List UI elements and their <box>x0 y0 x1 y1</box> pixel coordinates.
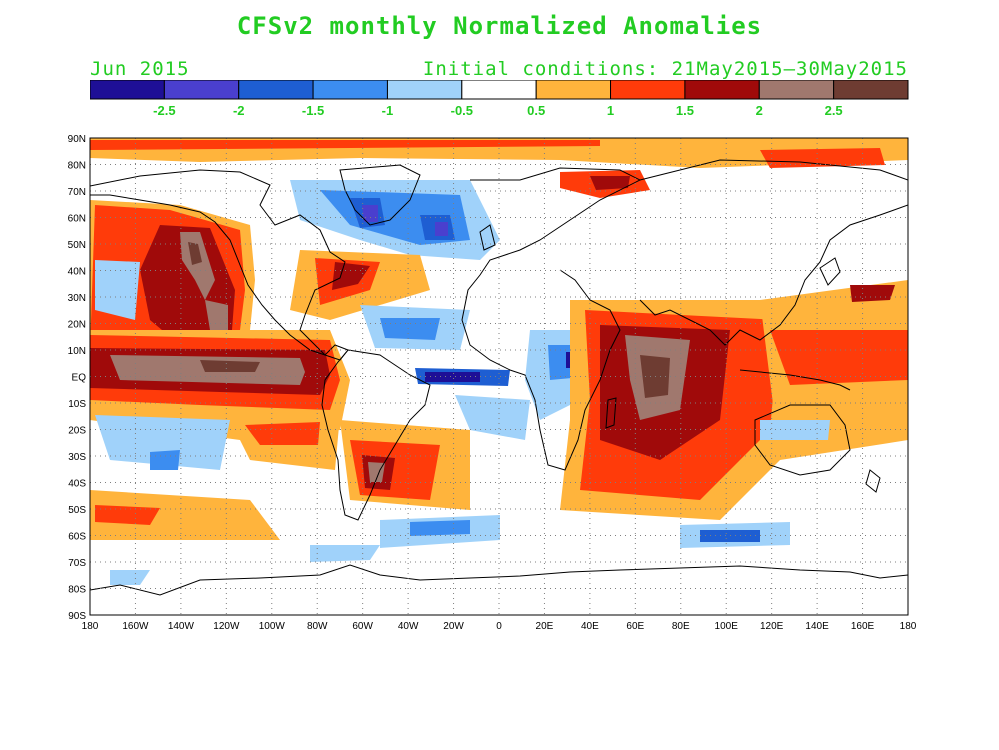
longitude-label: 40W <box>398 621 419 632</box>
longitude-label: 80E <box>672 621 690 632</box>
indonesia-coast <box>739 369 851 391</box>
colorbar-label: 2.5 <box>825 103 843 118</box>
latitude-label: 40S <box>68 479 86 490</box>
ne-pacific-brown-2 <box>205 300 228 335</box>
longitude-label: 140E <box>805 621 829 632</box>
europe-africa-coast <box>461 167 642 471</box>
s-pacific-cool-2 <box>110 570 150 585</box>
colorbar-label: 0.5 <box>527 103 545 118</box>
arctic-red-strip <box>90 140 600 150</box>
latitude-label: 40N <box>68 267 86 278</box>
latitude-label: 20N <box>68 320 86 331</box>
colorbar-label: -2.5 <box>153 103 175 118</box>
n-pacific-cool <box>95 260 140 320</box>
w-pacific-darkred <box>850 285 895 302</box>
s-pacific-orange-2 <box>95 505 160 525</box>
longitude-label: 180 <box>82 621 99 632</box>
latitude-label: 60N <box>68 214 86 225</box>
s-pacific-cool <box>95 415 230 470</box>
longitude-label: 60E <box>626 621 644 632</box>
colorbar-label: 2 <box>756 103 763 118</box>
colorbar-labels: -2.5 -2 -1.5 -1 -0.5 0.5 1 1.5 2 2.5 <box>153 103 843 118</box>
madagascar-coast <box>605 397 617 429</box>
longitude-label: 40E <box>581 621 599 632</box>
anomaly-field <box>90 138 908 585</box>
barents-darkred <box>590 176 630 190</box>
latitude-label: 90N <box>68 134 86 145</box>
south-america-coast <box>321 349 431 521</box>
asia-coast <box>639 159 908 346</box>
latitude-label: 30S <box>68 452 86 463</box>
latitude-label: 80N <box>68 161 86 172</box>
ne-pacific-brown <box>180 232 215 300</box>
latitude-labels: 90N 80N 70N 60N 50N 40N 30N 20N 10N EQ 10S 20S 30S 40… <box>68 134 87 622</box>
new-zealand-coast <box>865 469 881 493</box>
arctic-red-east <box>760 148 885 168</box>
longitude-label: 140W <box>168 621 195 632</box>
latitude-label: 90S <box>68 611 86 622</box>
australia-coast <box>754 404 851 476</box>
uk-coast <box>479 224 496 251</box>
colorbar-label: -1.5 <box>302 103 324 118</box>
nw-atlantic-darkred <box>332 262 370 290</box>
colorbar-label: -2 <box>233 103 245 118</box>
colorbar-label: -1 <box>382 103 394 118</box>
forecast-month: Jun 2015 <box>90 58 190 80</box>
latitude-label: 10S <box>68 399 86 410</box>
latitude-label: EQ <box>72 373 87 384</box>
longitude-label: 20E <box>536 621 554 632</box>
s-atlantic-brown <box>368 462 385 482</box>
s-atlantic-cool <box>455 395 530 440</box>
longitude-label: 20W <box>443 621 464 632</box>
latitude-label: 50S <box>68 505 86 516</box>
tropical-atlantic-cool-mid <box>380 318 440 340</box>
longitude-label: 80W <box>307 621 328 632</box>
map-title: CFSv2 monthly Normalized Anomalies <box>236 12 763 40</box>
latitude-label: 80S <box>68 585 86 596</box>
s-pacific-cool-mid <box>150 450 180 470</box>
colorbar-label: 1 <box>607 103 614 118</box>
latitude-label: 70N <box>68 187 86 198</box>
antarctica-coast <box>90 564 908 596</box>
japan-coast <box>819 257 841 286</box>
coastlines <box>90 159 908 596</box>
s-pacific-red <box>245 422 320 445</box>
w-pacific-red <box>770 330 908 385</box>
latitude-label: 50N <box>68 240 86 251</box>
colorbar-label: -0.5 <box>451 103 473 118</box>
map-frame <box>89 137 909 616</box>
latitude-label: 30N <box>68 293 86 304</box>
longitude-label: 0 <box>496 621 502 632</box>
greenland-coast <box>339 164 421 226</box>
n-atlantic-cool-east-deep <box>435 222 448 236</box>
north-america-coast <box>90 169 349 361</box>
longitude-label: 160E <box>851 621 875 632</box>
colorbar-label: 1.5 <box>676 103 694 118</box>
colorbar-swatches <box>90 80 909 100</box>
longitude-label: 120W <box>213 621 240 632</box>
colorbar: -2.5 -2 -1.5 -1 -0.5 0.5 1 1.5 2 2.5 <box>90 80 909 118</box>
ne-pacific-brown-3 <box>188 242 202 265</box>
longitude-labels: 180 160W 140W 120W 100W 80W 60W 40W 20W 0 20E 40E 60… <box>82 621 917 632</box>
eq-atlantic-cold-core <box>425 372 480 382</box>
longitude-label: 100W <box>259 621 286 632</box>
longitude-label: 100E <box>715 621 739 632</box>
longitude-label: 60W <box>352 621 373 632</box>
eq-pacific-brown-2 <box>200 360 260 372</box>
latitude-label: 70S <box>68 558 86 569</box>
latitude-label: 60S <box>68 532 86 543</box>
southern-ocean-cool-2 <box>310 545 380 562</box>
colorbar-swatch <box>833 80 909 100</box>
southern-ocean-cool-mid <box>410 520 470 536</box>
latitude-label: 20S <box>68 426 86 437</box>
latitude-label: 10N <box>68 346 86 357</box>
longitude-label: 120E <box>760 621 784 632</box>
longitude-label: 160W <box>122 621 149 632</box>
s-pacific-band <box>90 490 280 540</box>
initial-conditions: Initial conditions: 21May2015–30May2015 <box>422 58 908 80</box>
longitude-label: 180 <box>900 621 917 632</box>
